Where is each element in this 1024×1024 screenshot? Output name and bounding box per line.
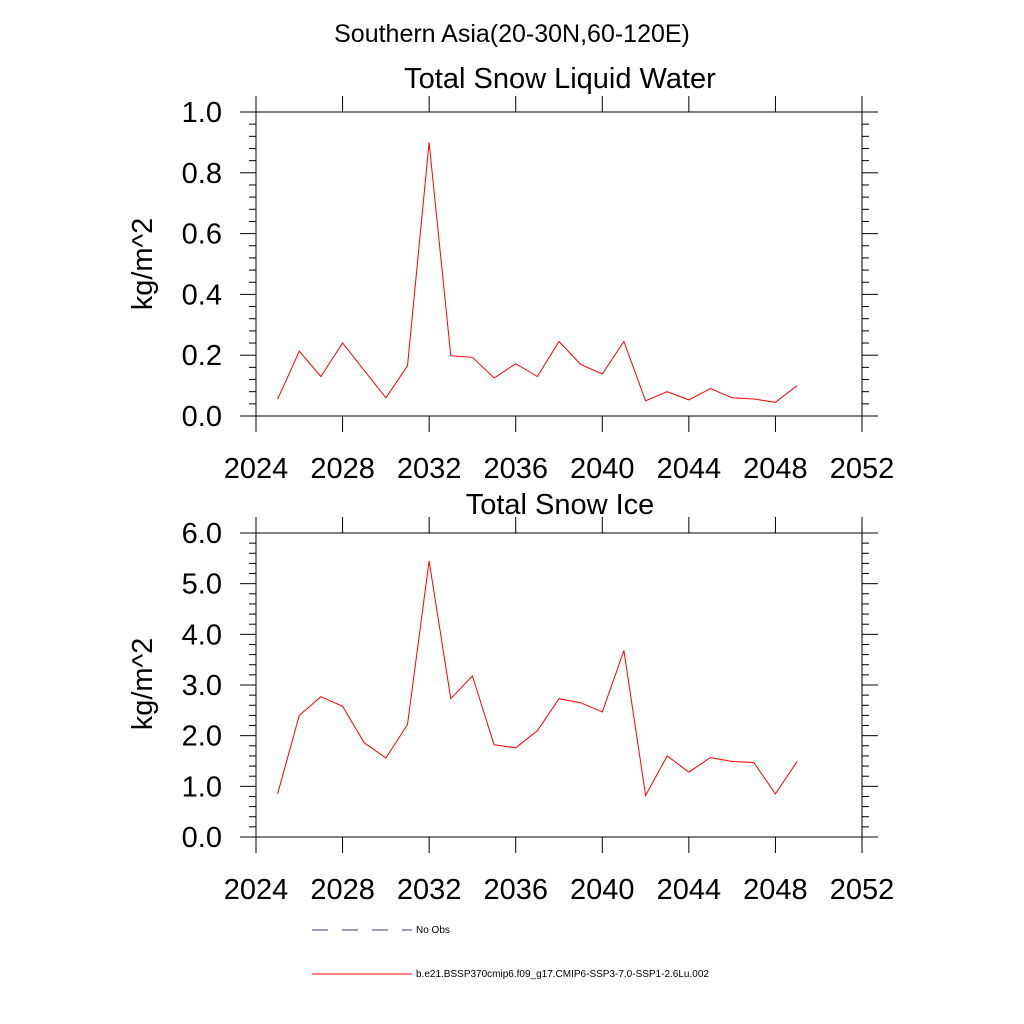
x-tick-label: 2044: [657, 874, 722, 906]
y-tick-label: 2.0: [182, 721, 222, 753]
x-tick-label: 2040: [570, 874, 635, 906]
series-line: [277, 142, 798, 403]
chart-title: Total Snow Liquid Water: [404, 63, 716, 95]
figure-suptitle: Southern Asia(20-30N,60-120E): [334, 20, 690, 48]
legend-label-model: b.e21.BSSP370cmip6.f09_g17.CMIP6-SSP3-7.…: [416, 969, 709, 980]
y-axis-label: kg/m^2: [127, 218, 159, 311]
plot-frame: [255, 532, 863, 838]
x-tick-label: 2024: [224, 874, 289, 906]
x-tick-label: 2024: [224, 453, 289, 485]
y-tick-label: 6.0: [182, 518, 222, 550]
x-tick-label: 2052: [830, 874, 895, 906]
y-tick-label: 0.6: [182, 219, 222, 251]
series-line: [277, 560, 798, 798]
x-tick-label: 2052: [830, 453, 895, 485]
y-tick-label: 0.8: [182, 158, 222, 190]
plot-frame: [255, 111, 863, 417]
x-tick-label: 2036: [483, 453, 548, 485]
x-tick-label: 2048: [743, 874, 808, 906]
panel-snow-ice: Total Snow Ice kg/m^2 2024 2028 2032 2036 20…: [127, 489, 894, 906]
y-tick-label: 0.0: [182, 401, 222, 433]
y-tick-label: 5.0: [182, 569, 222, 601]
x-tick-label: 2040: [570, 453, 635, 485]
panel-snow-liquid-water: Total Snow Liquid Water kg/m^2 2024 2028 2…: [127, 63, 894, 485]
x-tick-label: 2032: [397, 874, 462, 906]
x-tick-label: 2032: [397, 453, 462, 485]
x-tick-label: 2048: [743, 453, 808, 485]
chart-title: Total Snow Ice: [466, 489, 655, 521]
y-tick-label: 0.4: [182, 279, 222, 311]
y-tick-label: 1.0: [182, 771, 222, 803]
y-tick-label: 0.0: [182, 822, 222, 854]
x-tick-label: 2028: [310, 453, 375, 485]
y-axis-label: kg/m^2: [127, 638, 159, 731]
y-tick-label: 3.0: [182, 670, 222, 702]
y-tick-label: 4.0: [182, 619, 222, 651]
legend: No Obs b.e21.BSSP370cmip6.f09_g17.CMIP6-…: [312, 925, 709, 980]
x-tick-label: 2036: [483, 874, 548, 906]
x-tick-label: 2028: [310, 874, 375, 906]
x-tick-label: 2044: [657, 453, 722, 485]
y-tick-label: 0.2: [182, 340, 222, 372]
y-tick-label: 1.0: [182, 97, 222, 129]
legend-label-no-obs: No Obs: [416, 925, 450, 936]
